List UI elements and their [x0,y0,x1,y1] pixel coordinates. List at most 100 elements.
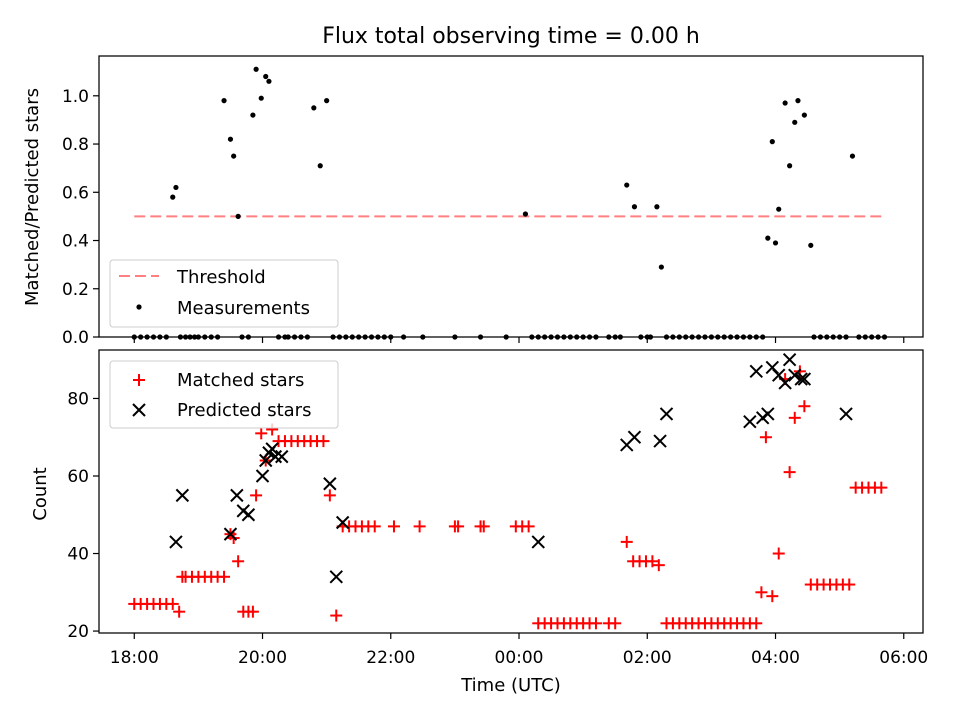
bottom-y-axis-label: Count [30,467,51,520]
predicted-point [230,488,244,503]
predicted-point [761,407,775,421]
bottom-legend: Matched stars Predicted stars [109,360,339,429]
bottom-y-tick-label: 20 [67,622,89,642]
chart-title: Flux total observing time = 0.00 h [322,24,700,49]
predicted-point [255,469,270,483]
matched-point [788,411,801,424]
top-legend: Threshold Measurements [109,259,339,328]
predicted-point [259,453,273,468]
measurement-point [324,98,330,104]
predicted-point [627,430,642,444]
predicted-point [797,372,812,386]
measurement-point [266,78,272,84]
matched-point [255,427,268,440]
measurement-point [624,182,630,188]
top-ticks: 0.0 0.2 0.4 0.6 0.8 1.0 [62,87,905,348]
predicted-point [531,535,545,549]
legend-matched-label: Matched stars [177,370,304,391]
x-tick-label: 22:00 [366,648,415,668]
matched-point [166,597,179,610]
measurement-point [795,98,801,104]
matched-point [317,435,330,448]
predicted-point [268,449,283,464]
top-y-tick-label: 0.6 [62,183,89,203]
matched-point [452,520,465,533]
predicted-point [659,407,674,421]
matched-point [218,570,231,583]
predicted-point [788,368,802,382]
x-tick-label: 18:00 [110,648,159,668]
measurement-point [782,100,788,106]
predicted-point [241,508,256,522]
matched-point [387,520,400,533]
measurement-point [170,194,176,200]
predicted-point [169,535,183,549]
measurement-point [522,211,529,217]
predicted-point [275,449,289,464]
matched-point [759,431,772,444]
matched-point [246,605,259,618]
matched-point [783,466,796,479]
measurement-point [263,73,269,80]
bottom-y-tick-label: 60 [67,467,89,487]
matched-point [522,520,535,533]
legend-measurements-swatch [136,304,142,310]
measurement-point [654,204,660,210]
matched-point [798,400,811,413]
predicted-point [329,570,343,584]
legend-predicted-swatch [132,403,146,417]
matched-point [250,489,263,502]
bottom-axes-frame [98,349,924,634]
measurement-point [311,105,317,111]
top-y-tick-label: 0.0 [62,328,89,348]
bottom-legend-box [109,360,339,429]
matched-point [477,520,490,533]
predicted-point [335,515,350,530]
top-legend-box [109,259,339,328]
matched-point [609,617,622,630]
measurement-point [658,264,664,270]
measurement-point [849,153,856,159]
legend-matched-swatch [133,374,145,386]
measurement-point [258,95,264,101]
top-y-axis-label: Matched/Predicted stars [22,88,43,306]
measurement-point [765,235,771,241]
measurement-point [787,163,793,169]
matched-point [875,481,888,494]
top-y-tick-label: 1.0 [62,87,89,107]
matched-point [652,559,665,572]
matched-point [368,520,381,533]
matched-point [589,617,602,630]
measurement-point [235,213,241,219]
matched-point [766,590,779,603]
predicted-points [169,352,853,584]
measurement-point [772,240,779,246]
x-tick-label: 00:00 [495,648,544,668]
x-tick-label: 06:00 [879,648,928,668]
top-axes-frame [98,55,924,338]
measurement-point [231,153,237,159]
measurement-point [227,136,234,142]
predicted-point [839,407,853,421]
matched-points [128,365,888,630]
predicted-point [794,372,808,386]
measurement-point [631,204,638,210]
legend-threshold-label: Threshold [176,267,266,288]
legend-predicted-label: Predicted stars [177,400,311,421]
measurement-point [250,112,256,118]
matched-point [330,609,343,622]
x-axis-label: Time (UTC) [460,675,561,696]
matched-point [750,617,763,630]
measurement-point [221,98,227,104]
predicted-point [323,477,337,491]
measurement-point [317,163,323,169]
predicted-point [743,415,757,429]
matched-point [620,535,633,548]
matched-point [173,605,186,618]
matched-point [413,520,426,533]
bottom-y-tick-label: 40 [67,545,89,565]
matched-point [755,586,768,599]
top-y-tick-label: 0.2 [62,280,89,300]
measurement-point [776,206,782,212]
